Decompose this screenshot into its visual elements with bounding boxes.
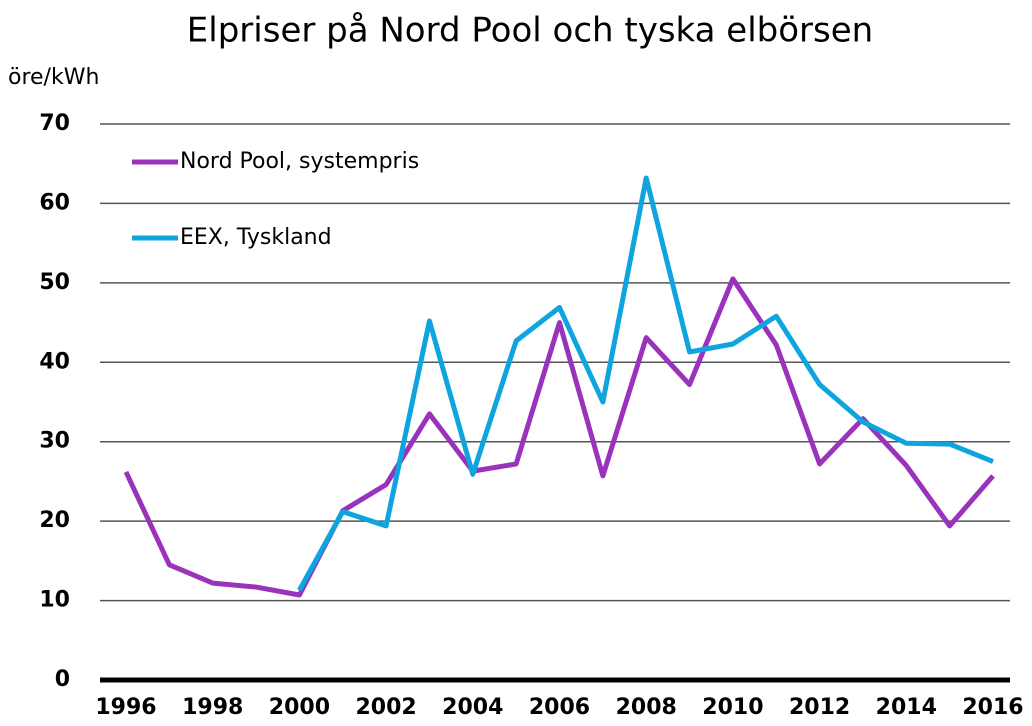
x-tick-label: 2016	[962, 695, 1023, 720]
x-tick-label: 2006	[529, 695, 590, 720]
y-tick-label: 50	[39, 270, 70, 295]
chart-title: Elpriser på Nord Pool och tyska elbörsen	[187, 11, 873, 51]
line-series	[297, 175, 994, 592]
y-tick-label: 60	[39, 190, 70, 215]
x-tick-label: 2008	[616, 695, 677, 720]
y-tick-label: 0	[55, 667, 70, 692]
y-tick-label: 20	[39, 508, 70, 533]
legend-label: Nord Pool, systempris	[180, 149, 419, 174]
x-tick-label: 2002	[355, 695, 416, 720]
x-tick-label: 2004	[442, 695, 503, 720]
line-series	[123, 276, 995, 598]
x-tick-label: 2014	[876, 695, 937, 720]
x-tick-label: 2000	[269, 695, 330, 720]
y-tick-label: 30	[39, 429, 70, 454]
y-axis-label: öre/kWh	[8, 65, 99, 90]
x-tick-label: 1996	[95, 695, 156, 720]
x-tick-label: 1998	[182, 695, 243, 720]
x-tick-label: 2012	[789, 695, 850, 720]
legend-label: EEX, Tyskland	[180, 225, 332, 250]
y-tick-label: 10	[39, 588, 70, 613]
y-tick-label: 40	[39, 349, 70, 374]
y-tick-label: 70	[39, 111, 70, 136]
x-tick-label: 2010	[702, 695, 763, 720]
